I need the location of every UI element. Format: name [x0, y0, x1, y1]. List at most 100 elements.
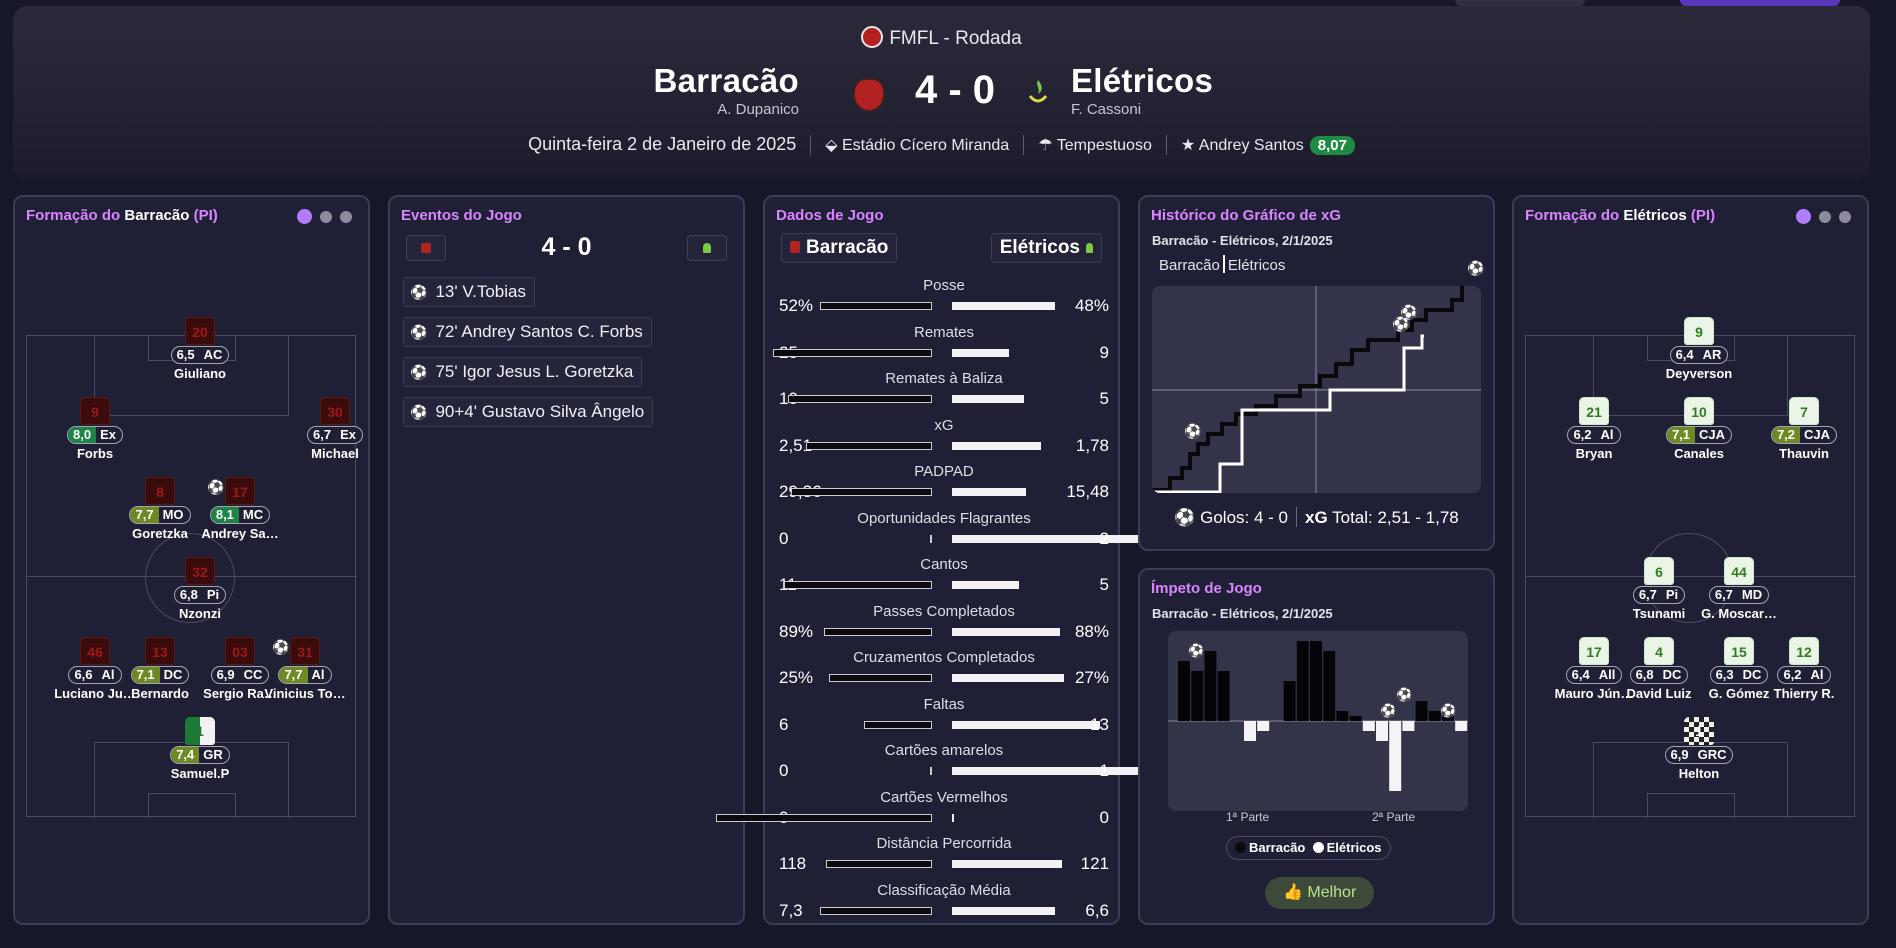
stat-home-bar: [788, 395, 932, 403]
momentum-bar: [1376, 721, 1388, 741]
stat-home-bar: [773, 348, 932, 357]
better-button[interactable]: 👍 Melhor: [1265, 877, 1375, 909]
event-item[interactable]: ⚽ 90+4' Gustavo Silva Ângelo: [403, 397, 654, 427]
panel-title: Histórico do Gráfico de xG: [1151, 207, 1342, 224]
dot-2[interactable]: [1819, 211, 1831, 223]
shirt-icon: 30: [320, 397, 350, 425]
shirt-icon: 31: [290, 637, 320, 665]
event-item[interactable]: ⚽ 13' V.Tobias: [403, 277, 535, 307]
player-card[interactable]: 7 7,2 CJA Thauvin: [1759, 397, 1849, 461]
player-of-match[interactable]: ★ Andrey Santos 8,07: [1165, 135, 1369, 155]
stat-away-bar: [952, 627, 1060, 636]
shirt-icon: 21: [1579, 397, 1609, 425]
player-card[interactable]: 17 8,1 MC Andrey Sa… ⚽: [195, 477, 285, 541]
stat-home-bar: [820, 906, 932, 915]
player-rating: 6,7 MD: [1708, 586, 1770, 604]
dot-1[interactable]: [297, 209, 312, 224]
motm-name: Andrey Santos: [1198, 137, 1304, 154]
home-crest-icon: [853, 78, 885, 112]
event-item[interactable]: ⚽ 72' Andrey Santos C. Forbs: [403, 317, 652, 347]
player-card[interactable]: 17 6,4 All Mauro Jún…: [1549, 637, 1639, 701]
away-manager[interactable]: F. Cassoni: [1071, 101, 1142, 118]
away-team-name[interactable]: Elétricos: [1071, 62, 1214, 99]
player-card[interactable]: 44 6,7 MD G. Moscar…: [1694, 557, 1784, 621]
player-card[interactable]: 9 6,4 AR Deyverson: [1654, 317, 1744, 381]
player-card[interactable]: 15 6,3 DC G. Gómez: [1694, 637, 1784, 701]
player-card[interactable]: 32 6,8 Pi Nzonzi: [155, 557, 245, 621]
event-item[interactable]: ⚽ 75' Igor Jesus L. Goretzka: [403, 357, 643, 387]
shirt-icon: 6: [1644, 557, 1674, 585]
view-dots[interactable]: [289, 209, 352, 228]
rating-value: 6,3: [1715, 667, 1734, 682]
player-card[interactable]: 10 7,1 CJA Canales: [1654, 397, 1744, 461]
stat-row: Faltas 6 13: [779, 696, 1109, 742]
dot-2[interactable]: [320, 211, 332, 223]
momentum-bar: [1191, 671, 1204, 721]
stadium[interactable]: ⬙ Estádio Cícero Miranda: [810, 135, 1023, 155]
player-rating: 6,4 All: [1565, 666, 1623, 684]
shirt-icon: 12: [1789, 637, 1819, 665]
player-card[interactable]: 13 7,1 DC Bernardo: [115, 637, 205, 701]
title-team: Elétricos: [1623, 207, 1687, 224]
player-name: Thauvin: [1779, 446, 1829, 461]
player-card[interactable]: 30 6,7 Ex Michael: [290, 397, 380, 461]
rating-value: 7,1: [1666, 427, 1696, 443]
dot-3[interactable]: [1839, 211, 1851, 223]
player-card[interactable]: 20 6,5 AC Giuliano: [155, 317, 245, 381]
xg-panel: Histórico do Gráfico de xG Barracão - El…: [1138, 195, 1495, 551]
half1-label: 1ª Parte: [1226, 810, 1270, 824]
away-crest-button[interactable]: [687, 235, 727, 261]
home-crest-button[interactable]: [406, 235, 446, 261]
momentum-bar: [1244, 721, 1256, 741]
position: Ex: [100, 427, 116, 442]
position: MC: [242, 507, 264, 522]
player-card[interactable]: 31 7,7 Al Vinicius To… ⚽: [260, 637, 350, 701]
player-name: Vinicius To…: [264, 686, 346, 701]
player-card[interactable]: 46 6,6 Al Luciano Ju…: [50, 637, 140, 701]
player-card[interactable]: 12 6,2 Al Thierry R.: [1759, 637, 1849, 701]
legend-home: Barracão: [1249, 840, 1306, 855]
stat-home-bar: [784, 581, 932, 589]
stats-away-team[interactable]: Elétricos: [990, 233, 1102, 263]
xg-total: Total: 2,51 - 1,78: [1332, 508, 1459, 527]
stat-row: Cantos115: [779, 556, 1109, 602]
shirt-icon: 32: [185, 557, 215, 585]
home-team-name[interactable]: Barracão: [653, 62, 799, 99]
momentum-subtitle: Barracão - Elétricos, 2/1/2025: [1152, 606, 1333, 621]
stat-label: xG: [934, 416, 954, 434]
top-button[interactable]: [1455, 0, 1585, 6]
goal-ball-icon: ⚽: [410, 364, 428, 380]
stat-home-value: 2,51: [779, 435, 813, 455]
shirt-icon: 10: [1684, 397, 1714, 425]
shirt-icon: 9: [80, 397, 110, 425]
player-card[interactable]: 4 6,8 DC David Luiz: [1614, 637, 1704, 701]
player-card[interactable]: 9 8,0 Ex Forbs: [50, 397, 140, 461]
stat-row: Cartões Vermelhos00: [716, 788, 1109, 835]
stat-label: Cartões Vermelhos: [880, 788, 1008, 806]
dot-1[interactable]: [1796, 209, 1811, 224]
view-dots[interactable]: [1788, 209, 1851, 228]
player-card[interactable]: 1 6,9 GRC Helton: [1654, 717, 1744, 781]
player-card[interactable]: 21 6,2 Al Bryan: [1549, 397, 1639, 461]
rating-value: 6,8: [179, 587, 198, 602]
home-manager[interactable]: A. Dupanico: [717, 101, 799, 118]
stats-home-team[interactable]: Barracão: [781, 233, 898, 263]
rating-value: 6,7: [1714, 587, 1733, 602]
player-name: G. Gómez: [1708, 686, 1770, 701]
player-card[interactable]: 1 7,4 GR Samuel.P: [155, 717, 245, 781]
momentum-bar: [1178, 661, 1190, 721]
position: AC: [203, 347, 223, 362]
away-team[interactable]: Elétricos F. Cassoni: [1071, 62, 1213, 118]
position: DC: [163, 667, 183, 682]
panel-title: Formação do Barracão (PI): [26, 207, 218, 224]
player-card[interactable]: 8 7,7 MO Goretzka: [115, 477, 205, 541]
position: GRC: [1697, 747, 1727, 762]
home-team[interactable]: Barracão A. Dupanico: [654, 62, 800, 118]
player-card[interactable]: 6 6,7 Pi Tsunami: [1614, 557, 1704, 621]
home-crest-icon: [421, 243, 431, 253]
top-primary-button[interactable]: [1680, 0, 1840, 6]
player-card[interactable]: 03 6,9 CC Sergio Ra…: [195, 637, 285, 701]
player-rating: 6,3 DC: [1709, 666, 1769, 684]
stat-home-bar: [864, 720, 932, 729]
dot-3[interactable]: [340, 211, 352, 223]
